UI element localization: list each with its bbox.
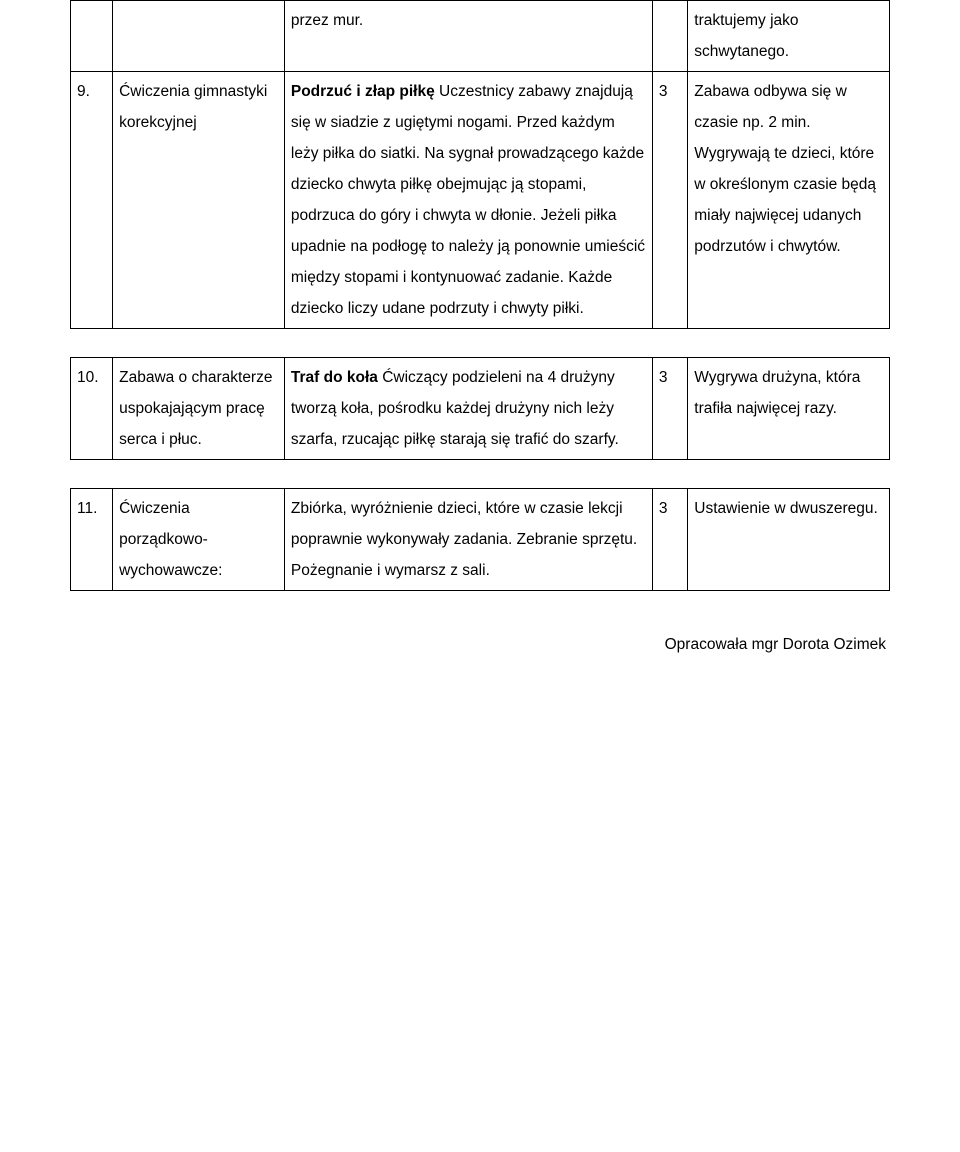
cell-notes: Ustawienie w dwuszeregu. bbox=[688, 489, 890, 591]
table-row: przez mur. traktujemy jako schwytanego. bbox=[71, 1, 890, 72]
cell-num: 10. bbox=[71, 358, 113, 460]
cell-desc: Podrzuć i złap piłkę Uczestnicy zabawy z… bbox=[284, 72, 652, 329]
cell-num: 9. bbox=[71, 72, 113, 329]
page: przez mur. traktujemy jako schwytanego. … bbox=[0, 0, 960, 700]
cell-notes: traktujemy jako schwytanego. bbox=[688, 1, 890, 72]
desc-text: Zbiórka, wyróżnienie dzieci, które w cza… bbox=[291, 500, 637, 579]
lesson-table: przez mur. traktujemy jako schwytanego. … bbox=[70, 0, 890, 329]
table-row: 9. Ćwiczenia gimnastyki korekcyjnej Podr… bbox=[71, 72, 890, 329]
cell-num: 11. bbox=[71, 489, 113, 591]
cell-type: Ćwiczenia porządkowo-wychowawcze: bbox=[113, 489, 285, 591]
lesson-table: 11. Ćwiczenia porządkowo-wychowawcze: Zb… bbox=[70, 488, 890, 591]
lesson-table: 10. Zabawa o charakterze uspokajającym p… bbox=[70, 357, 890, 460]
cell-desc: Traf do koła Ćwiczący podzieleni na 4 dr… bbox=[284, 358, 652, 460]
desc-bold: Traf do koła bbox=[291, 369, 378, 386]
row-spacer bbox=[70, 329, 890, 357]
cell-desc: Zbiórka, wyróżnienie dzieci, które w cza… bbox=[284, 489, 652, 591]
cell-desc: przez mur. bbox=[284, 1, 652, 72]
cell-min: 3 bbox=[652, 72, 687, 329]
cell-min: 3 bbox=[652, 489, 687, 591]
table-row: 11. Ćwiczenia porządkowo-wychowawcze: Zb… bbox=[71, 489, 890, 591]
cell-type: Ćwiczenia gimnastyki korekcyjnej bbox=[113, 72, 285, 329]
row-spacer bbox=[70, 460, 890, 488]
table-row: 10. Zabawa o charakterze uspokajającym p… bbox=[71, 358, 890, 460]
cell-min: 3 bbox=[652, 358, 687, 460]
cell-type: Zabawa o charakterze uspokajającym pracę… bbox=[113, 358, 285, 460]
desc-bold: Podrzuć i złap piłkę bbox=[291, 83, 435, 100]
author-footer: Opracowała mgr Dorota Ozimek bbox=[70, 591, 890, 660]
cell-min bbox=[652, 1, 687, 72]
desc-text: Uczestnicy zabawy znajdują się w siadzie… bbox=[291, 83, 645, 317]
cell-num bbox=[71, 1, 113, 72]
desc-text: przez mur. bbox=[291, 12, 363, 29]
cell-notes: Zabawa odbywa się w czasie np. 2 min. Wy… bbox=[688, 72, 890, 329]
cell-notes: Wygrywa drużyna, która trafiła najwięcej… bbox=[688, 358, 890, 460]
cell-type bbox=[113, 1, 285, 72]
